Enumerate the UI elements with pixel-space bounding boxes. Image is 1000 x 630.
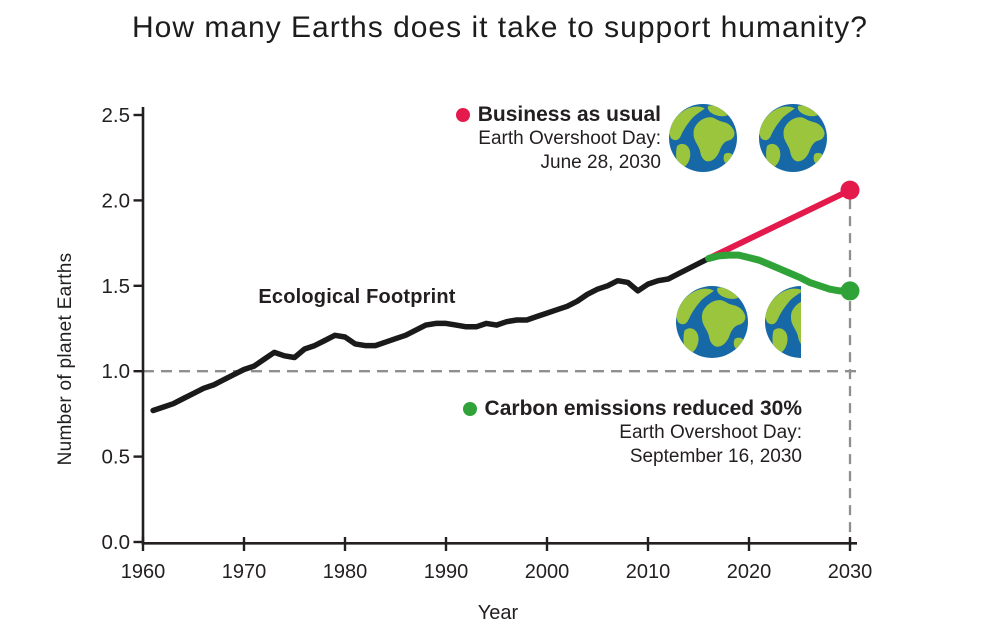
earth-icon-carbon-1 <box>676 286 748 358</box>
x-tick-label: 1990 <box>424 561 469 583</box>
x-tick-label: 2010 <box>626 561 671 583</box>
legend-business-as-usual: Business as usual Earth Overshoot Day: J… <box>455 102 661 174</box>
y-tick-label: 2.5 <box>102 104 131 127</box>
y-tick-label: 0.0 <box>102 531 131 554</box>
x-tick-label: 1960 <box>121 561 166 583</box>
chart-title: How many Earths does it take to support … <box>131 11 868 44</box>
x-tick-label: 1980 <box>323 561 368 583</box>
business-as-usual-line-endpoint-dot <box>840 180 860 200</box>
earth-icon-bau-1 <box>669 104 737 172</box>
green-dot-icon <box>462 402 477 416</box>
legend-carbon-subline2: September 16, 2030 <box>629 445 802 467</box>
footprint-series-label: Ecological Footprint <box>258 286 456 308</box>
y-tick-label: 1.5 <box>102 275 131 298</box>
x-tick-label: 1970 <box>222 561 267 583</box>
legend-bau-subline1: Earth Overshoot Day: <box>478 128 661 149</box>
x-tick-label: 2000 <box>525 561 570 583</box>
legend-carbon-title: Carbon emissions reduced 30% <box>462 396 802 421</box>
business-as-usual-line <box>705 187 853 262</box>
y-tick-label: 2.0 <box>102 189 131 212</box>
earth-icon-carbon-half <box>765 286 837 358</box>
legend-bau-title: Business as usual <box>455 102 661 127</box>
carbon-reduced-line-endpoint-dot <box>840 281 860 301</box>
legend-bau-label: Business as usual <box>477 103 661 126</box>
earth-icon-bau-2 <box>759 104 827 172</box>
legend-carbon-label: Carbon emissions reduced 30% <box>484 397 802 420</box>
x-axis-title: Year <box>477 602 519 624</box>
y-tick-label: 1.0 <box>102 360 131 383</box>
legend-carbon-reduced: Carbon emissions reduced 30% Earth Overs… <box>462 396 802 468</box>
legend-bau-subline2: June 28, 2030 <box>540 151 661 173</box>
footprint-line <box>150 255 712 414</box>
x-tick-label: 2030 <box>828 561 873 583</box>
earth-icon-carbon-half-wrap <box>765 286 837 358</box>
red-dot-icon <box>455 108 470 122</box>
x-tick-label: 2020 <box>727 561 772 583</box>
carbon-reduced-line <box>705 251 854 295</box>
y-tick-label: 0.5 <box>102 446 131 469</box>
legend-carbon-subline1: Earth Overshoot Day: <box>619 422 802 443</box>
y-axis-title: Number of planet Earths <box>55 252 76 466</box>
